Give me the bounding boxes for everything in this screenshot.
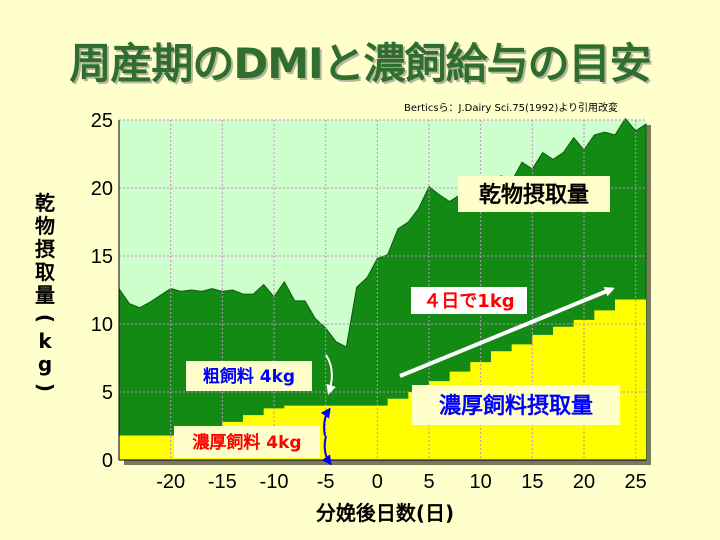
x-tick-label: 0 bbox=[372, 471, 383, 493]
source-note: Berticsら：J.Dairy Sci.75(1992)より引用改変 bbox=[404, 103, 619, 114]
x-tick-label: 20 bbox=[573, 471, 595, 493]
y-tick-label: 10 bbox=[91, 314, 113, 336]
y-axis-label-char: k bbox=[38, 329, 52, 353]
concentrate-4kg-label: 濃厚飼料 4kg bbox=[174, 426, 320, 458]
y-axis-label: 乾物摂取量 ( k g) bbox=[28, 192, 62, 399]
x-tick-label: -15 bbox=[208, 471, 237, 493]
y-tick-label: 20 bbox=[91, 178, 113, 200]
y-tick-label: 0 bbox=[102, 450, 113, 472]
concentrate-intake-label-box bbox=[412, 385, 620, 425]
y-axis-label-char: 摂 bbox=[35, 237, 55, 261]
roughage-arrow bbox=[325, 354, 336, 395]
concentrate-intake-label-text: 濃厚飼料摂取量 bbox=[439, 393, 593, 419]
x-axis-label: 分娩後日数(日) bbox=[315, 501, 455, 525]
rate-label-box bbox=[411, 287, 527, 314]
y-axis-label-char: 量 bbox=[35, 283, 55, 307]
y-tick-label: 25 bbox=[91, 110, 113, 132]
y-tick-label: 5 bbox=[102, 382, 113, 404]
y-axis-label-char: 取 bbox=[35, 260, 55, 284]
y-axis-label-char: 物 bbox=[35, 214, 55, 238]
rate-arrow bbox=[399, 287, 615, 378]
concentrate-4kg-label-box bbox=[174, 426, 320, 458]
dmi-label: 乾物摂取量 bbox=[458, 176, 610, 212]
x-tick-label: 10 bbox=[470, 471, 492, 493]
concentrate-4kg-label-text: 濃厚飼料 4kg bbox=[192, 432, 301, 453]
y-axis-label-char: ( bbox=[33, 313, 58, 324]
dmi-label-text: 乾物摂取量 bbox=[479, 182, 589, 208]
x-tick-label: 25 bbox=[625, 471, 647, 493]
slide-title: 周産期のDMIと濃飼給与の目安 bbox=[69, 39, 651, 88]
x-tick-label: -10 bbox=[260, 471, 289, 493]
concentrate-intake-label: 濃厚飼料摂取量 bbox=[412, 385, 620, 425]
dmi-label-box bbox=[458, 176, 610, 212]
y-axis-label-char: 乾 bbox=[35, 191, 55, 215]
x-tick-label: -5 bbox=[317, 471, 335, 493]
roughage-label: 粗飼料 4kg bbox=[186, 361, 312, 391]
roughage-label-text: 粗飼料 4kg bbox=[203, 366, 295, 387]
y-tick-label: 15 bbox=[91, 246, 113, 268]
y-axis-label-char: g bbox=[37, 352, 53, 376]
concentrate-down-arrow bbox=[321, 435, 332, 466]
concentrate-up-arrow bbox=[320, 407, 331, 437]
x-tick-label: 5 bbox=[423, 471, 434, 493]
x-tick-label: 15 bbox=[521, 471, 543, 493]
x-tick-label: -20 bbox=[156, 471, 185, 493]
rate-label: ４日で1kg bbox=[411, 287, 527, 314]
y-axis-label-char: ) bbox=[33, 382, 58, 393]
roughage-label-box bbox=[186, 361, 312, 391]
rate-label-text: ４日で1kg bbox=[423, 291, 514, 312]
